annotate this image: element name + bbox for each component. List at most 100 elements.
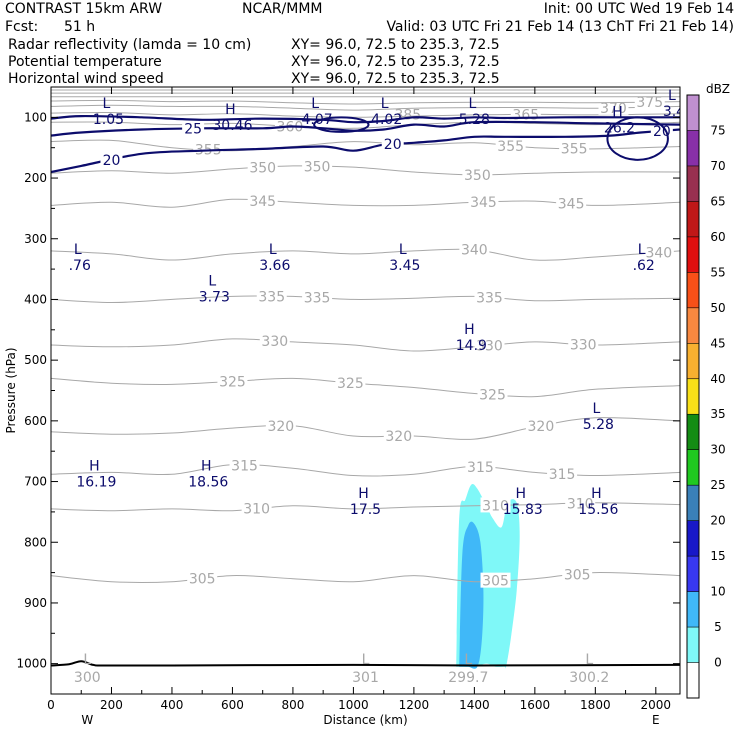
theta-label-bg [568, 336, 599, 352]
theta-label: 340 [461, 243, 488, 259]
theta-label-bg [302, 289, 333, 305]
extremum-marker: L [311, 96, 319, 112]
extremum-value: 3.45 [389, 258, 420, 274]
theta-label-bg [259, 333, 290, 349]
colorbar-swatch [687, 591, 699, 628]
colorbar-label: 60 [710, 230, 725, 244]
extremum-value: 3.66 [259, 258, 290, 274]
field-xy: XY= 96.0, 72.5 to 235.3, 72.5 [291, 54, 500, 70]
theta-label-bg [265, 418, 296, 434]
extremum-marker: H [225, 102, 236, 118]
field-name: Potential temperature [8, 54, 162, 70]
y-tick-label: 200 [24, 171, 47, 185]
colorbar-label: 5 [714, 620, 722, 634]
axes: 0 200 400 600 800 1000 1200 1400 1600 1800 2000 100… [4, 86, 681, 727]
x-tick-label: 800 [281, 698, 304, 712]
y-tick-label: 800 [24, 535, 47, 549]
theta-label-bg [495, 137, 526, 153]
colorbar-swatch [687, 95, 699, 131]
colorbar-swatch [687, 520, 699, 557]
x-axis-label: Distance (km) [323, 713, 407, 727]
extremum-marker: L [399, 242, 407, 258]
extremum-marker: L [103, 96, 111, 112]
theta-label-bg [247, 159, 278, 175]
x-tick-label: 2000 [641, 698, 672, 712]
theta-contour-340 [51, 248, 680, 261]
extremum-value: 26.2 [604, 121, 635, 137]
theta-label-bg [187, 570, 218, 586]
colorbar-swatch [687, 307, 699, 344]
fcst-label: Fcst: [5, 19, 38, 35]
x-tick-label: 200 [100, 698, 123, 712]
surface-theta-marker: L [585, 652, 593, 668]
colorbar-swatch [687, 414, 699, 450]
extremum-marker: L [638, 242, 646, 258]
colorbar-swatch [687, 343, 699, 379]
colorbar-swatch [687, 201, 699, 237]
extremum-value: 14.9 [456, 338, 487, 354]
x-tick-label: 1600 [520, 698, 551, 712]
extremum-value: 15.56 [578, 502, 618, 518]
extremum-value: 16.19 [76, 475, 116, 491]
theta-label: 325 [219, 374, 246, 390]
plot-background [51, 87, 680, 694]
extremum-marker: H [464, 322, 475, 338]
theta-label-bg [335, 374, 366, 390]
extremum-marker: H [591, 486, 602, 502]
colorbar-label: 55 [710, 265, 725, 279]
extremum-value: 1.05 [93, 112, 124, 128]
colorbar-label: 50 [710, 301, 725, 315]
colorbar-unit: dBZ [706, 82, 730, 96]
colorbar-swatch [687, 272, 699, 308]
init-time: Init: 00 UTC Wed 19 Feb 14 [544, 1, 734, 17]
extremum-value: .62 [633, 258, 655, 274]
theta-label-bg [229, 457, 260, 473]
reflectivity-region [459, 521, 484, 669]
theta-label: 355 [497, 139, 524, 155]
colorbar-label: 20 [710, 514, 725, 528]
wind-contours: 20 20 20 25 [51, 114, 680, 174]
theta-label-bg [565, 495, 596, 511]
extremum-marker: L [74, 242, 82, 258]
colorbar-label: 45 [710, 336, 725, 350]
extremum-marker: H [201, 459, 212, 475]
colorbar-label: 40 [710, 372, 725, 386]
wind-label: 20 [103, 153, 121, 169]
colorbar-label: 70 [710, 159, 725, 173]
theta-label-bg [598, 99, 629, 115]
wind-label-bg [182, 120, 205, 136]
theta-label-bg [474, 337, 505, 353]
extremum-marker: L [668, 88, 676, 104]
theta-label: 315 [467, 460, 494, 476]
colorbar-swatch [687, 662, 699, 698]
surface-theta-value: 300.2 [569, 670, 609, 686]
theta-label: 320 [267, 419, 294, 435]
y-tick-label: 400 [24, 292, 47, 306]
colorbar-swatch [687, 165, 699, 202]
extremum-marker: L [381, 96, 389, 112]
surface-theta-marker: L [464, 652, 472, 668]
theta-contour-310 [51, 502, 680, 512]
wind-label-bg [381, 136, 404, 152]
theta-label: 335 [258, 289, 285, 305]
extremum-marker: H [89, 459, 100, 475]
theta-label: 330 [570, 337, 597, 353]
x-end-label-west: W [81, 713, 93, 727]
extremum-marker: L [208, 273, 216, 289]
colorbar-label: 35 [710, 407, 725, 421]
extremum-value: 4.07 [302, 112, 333, 128]
extremum-value: 30.46 [212, 118, 252, 134]
x-tick-label: 0 [47, 698, 55, 712]
theta-label: 365 [512, 107, 539, 123]
model-title: CONTRAST 15km ARW [5, 1, 162, 17]
theta-contour-350 [51, 165, 680, 176]
x-tick-label: 1200 [399, 698, 430, 712]
surface-theta-value: 301 [352, 670, 379, 686]
plot-clip-group: 305 305 305 310 310 310 315 315 315 320 320 320 325 3… [51, 88, 680, 686]
theta-label: 345 [470, 195, 497, 211]
extremum-value: 5.28 [583, 417, 614, 433]
theta-label-bg [477, 386, 508, 402]
theta-contour-375 [51, 99, 680, 105]
y-tick-label: 300 [24, 232, 47, 246]
theta-contour-370 [51, 104, 680, 111]
